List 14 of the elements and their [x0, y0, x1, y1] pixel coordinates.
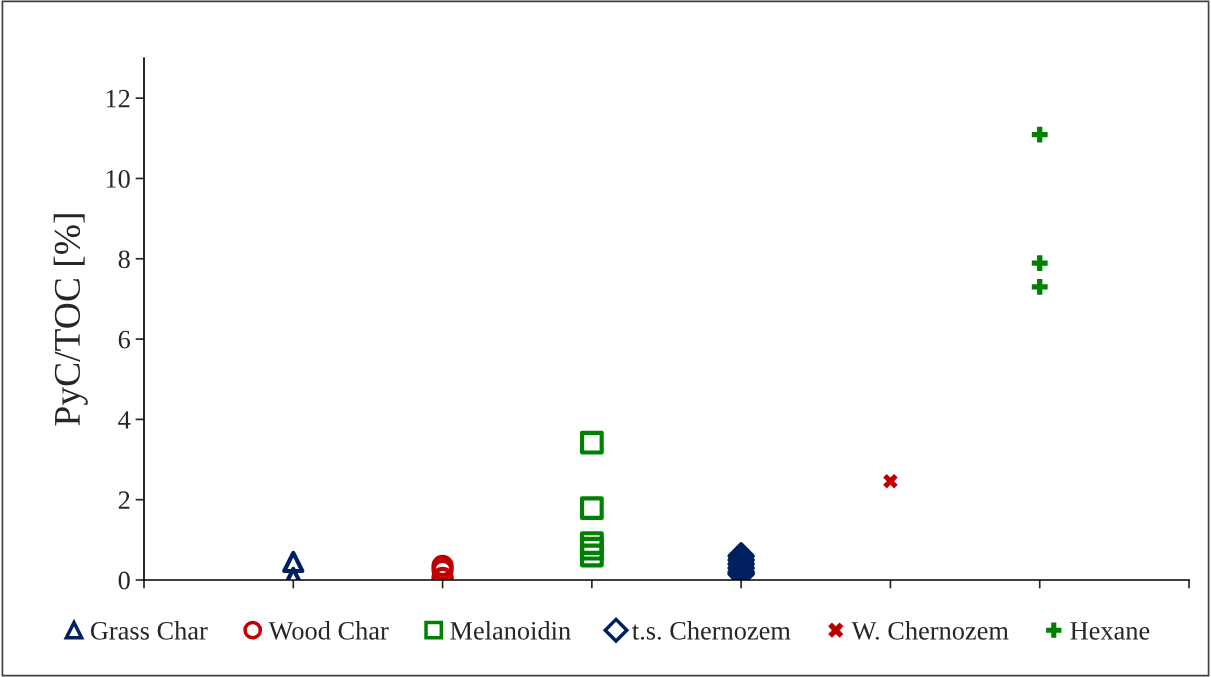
legend-label: Wood Char [268, 621, 389, 640]
y-tick-label: 0 [118, 571, 130, 590]
y-tick-label: 12 [106, 89, 130, 108]
y-axis-title: PyC/TOC [%] [53, 214, 88, 426]
legend-label: W. Chernozem [851, 621, 1009, 640]
legend-label: Melanoidin [450, 621, 571, 640]
legend-label: t.s. Chernozem [632, 621, 791, 640]
y-tick-label: 10 [106, 170, 130, 188]
y-tick-label: 6 [118, 330, 131, 349]
y-tick-label: 2 [118, 491, 130, 509]
legend-label: Grass Char [90, 621, 208, 640]
y-tick-label: 4 [118, 411, 131, 429]
legend-label: Hexane [1070, 622, 1150, 640]
y-tick-label: 8 [118, 250, 130, 269]
